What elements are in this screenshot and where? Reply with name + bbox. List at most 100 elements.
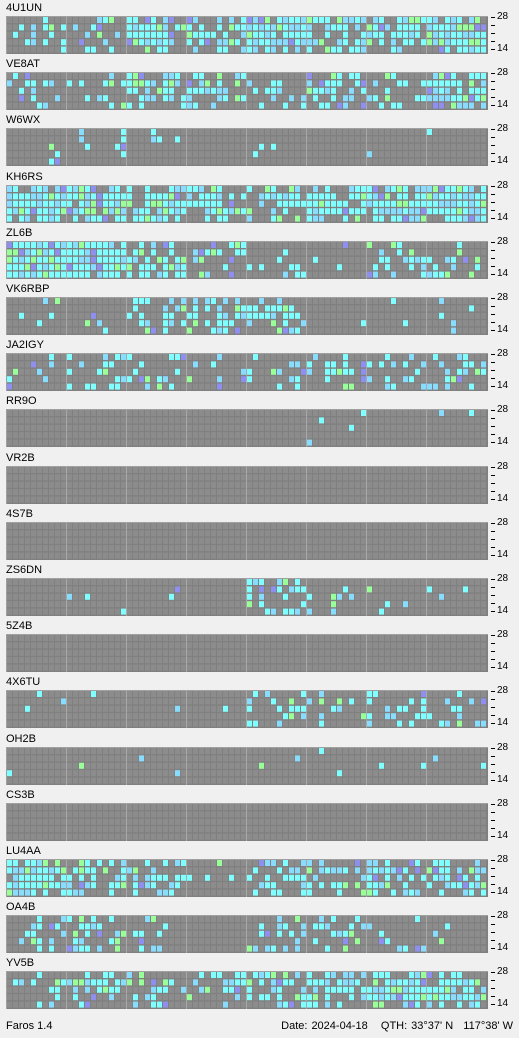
- propagation-cell: [481, 256, 486, 263]
- beacon-panel[interactable]: KH6RS 28 14: [0, 170, 519, 226]
- frequency-scale: 28 14: [491, 236, 519, 280]
- propagation-cell: [373, 200, 378, 207]
- propagation-cell: [223, 207, 228, 214]
- propagation-cell: [37, 305, 42, 312]
- propagation-cell: [121, 249, 126, 256]
- propagation-cell: [475, 327, 480, 334]
- propagation-cell: [307, 552, 312, 559]
- propagation-cell: [193, 376, 198, 383]
- beacon-panel[interactable]: ZS6DN 28 14: [0, 563, 519, 619]
- beacon-panel[interactable]: VR2B 28 14: [0, 451, 519, 507]
- propagation-cell: [391, 537, 396, 544]
- propagation-cell: [115, 410, 120, 417]
- propagation-cell: [151, 305, 156, 312]
- propagation-cell: [157, 185, 162, 192]
- hour-divider: [306, 297, 307, 335]
- propagation-cell: [193, 537, 198, 544]
- propagation-cell: [319, 488, 324, 495]
- propagation-cell: [85, 354, 90, 361]
- propagation-cell: [217, 635, 222, 642]
- propagation-cell: [115, 376, 120, 383]
- propagation-cell: [469, 601, 474, 608]
- propagation-cell: [463, 151, 468, 158]
- propagation-grid[interactable]: [6, 465, 488, 504]
- propagation-grid[interactable]: [6, 634, 488, 673]
- propagation-cell: [289, 601, 294, 608]
- propagation-grid[interactable]: [6, 353, 488, 392]
- propagation-cell: [427, 129, 432, 136]
- propagation-cell: [187, 271, 192, 278]
- propagation-cell: [301, 657, 306, 664]
- propagation-cell: [379, 46, 384, 53]
- propagation-cell: [253, 256, 258, 263]
- propagation-cell: [133, 200, 138, 207]
- propagation-grid[interactable]: [6, 128, 488, 167]
- propagation-cell: [397, 129, 402, 136]
- propagation-cell: [475, 642, 480, 649]
- propagation-grid[interactable]: [6, 578, 488, 616]
- propagation-cell: [301, 87, 306, 94]
- beacon-panel[interactable]: VK6RBP 28 14: [0, 282, 519, 338]
- propagation-cell: [259, 95, 264, 102]
- propagation-cell: [271, 24, 276, 31]
- hour-divider: [126, 465, 127, 504]
- beacon-panel[interactable]: 5Z4B 28 14: [0, 619, 519, 675]
- beacon-panel[interactable]: 4U1UN 28 14: [0, 1, 519, 57]
- beacon-panel[interactable]: ZL6B 28 14: [0, 226, 519, 282]
- propagation-cell: [7, 144, 12, 151]
- propagation-grid[interactable]: [6, 16, 488, 54]
- propagation-grid[interactable]: [6, 521, 488, 560]
- propagation-grid[interactable]: [6, 72, 488, 111]
- propagation-cell: [85, 496, 90, 503]
- propagation-cell: [37, 87, 42, 94]
- propagation-cell: [163, 320, 168, 327]
- propagation-cell: [421, 649, 426, 656]
- propagation-cell: [67, 544, 72, 551]
- propagation-cell: [205, 192, 210, 199]
- propagation-cell: [145, 601, 150, 608]
- beacon-panel[interactable]: W6WX 28 14: [0, 113, 519, 169]
- propagation-grid[interactable]: [6, 409, 488, 448]
- propagation-cell: [175, 410, 180, 417]
- propagation-cell: [421, 383, 426, 390]
- beacon-panel[interactable]: VE8AT 28 14: [0, 57, 519, 113]
- propagation-cell: [43, 215, 48, 222]
- propagation-cell: [313, 185, 318, 192]
- propagation-cell: [289, 151, 294, 158]
- propagation-cell: [151, 537, 156, 544]
- propagation-cell: [127, 39, 132, 46]
- propagation-cell: [265, 481, 270, 488]
- beacon-panel[interactable]: 4S7B 28 14: [0, 507, 519, 563]
- propagation-cell: [391, 649, 396, 656]
- propagation-grid[interactable]: [6, 240, 488, 279]
- propagation-cell: [355, 129, 360, 136]
- propagation-cell: [331, 601, 336, 608]
- propagation-cell: [421, 522, 426, 529]
- propagation-cell: [415, 664, 420, 671]
- propagation-cell: [139, 586, 144, 593]
- propagation-cell: [151, 249, 156, 256]
- propagation-cell: [109, 530, 114, 537]
- propagation-cell: [133, 320, 138, 327]
- propagation-cell: [43, 327, 48, 334]
- propagation-grid[interactable]: [6, 184, 488, 223]
- propagation-cell: [355, 144, 360, 151]
- propagation-cell: [133, 544, 138, 551]
- propagation-cell: [235, 488, 240, 495]
- propagation-cell: [133, 361, 138, 368]
- propagation-cell: [91, 473, 96, 480]
- propagation-cell: [391, 80, 396, 87]
- propagation-cell: [283, 481, 288, 488]
- propagation-cell: [481, 17, 486, 23]
- propagation-cell: [79, 144, 84, 151]
- propagation-cell: [451, 144, 456, 151]
- propagation-cell: [319, 410, 324, 417]
- propagation-cell: [343, 263, 348, 270]
- propagation-grid[interactable]: [6, 297, 488, 335]
- beacon-panel[interactable]: JA2IGY 28 14: [0, 338, 519, 394]
- beacon-panel[interactable]: RR9O 28 14: [0, 394, 519, 450]
- hour-divider: [306, 578, 307, 616]
- propagation-cell: [175, 635, 180, 642]
- propagation-cell: [283, 102, 288, 109]
- propagation-cell: [85, 80, 90, 87]
